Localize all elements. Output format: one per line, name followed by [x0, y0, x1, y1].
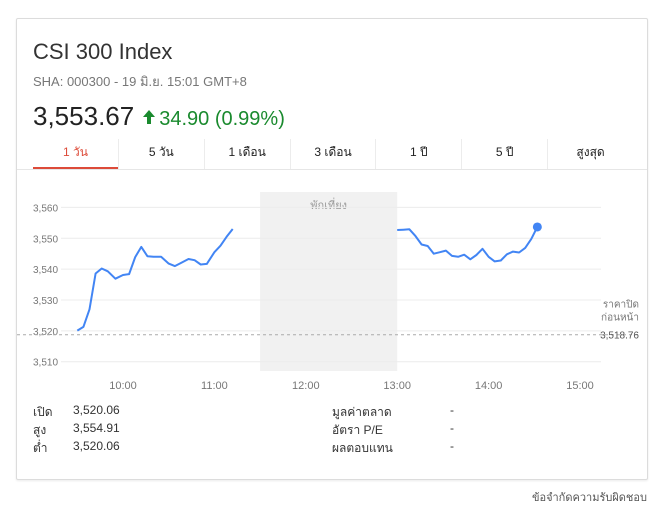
stat-low: ต่ำ 3,520.06 [33, 439, 143, 457]
price-change: 34.90 (0.99%) [142, 108, 285, 131]
y-tick-label: 3,550 [33, 234, 58, 245]
prev-close-label: ราคาปิด [603, 300, 639, 311]
index-title: CSI 300 Index [33, 39, 173, 64]
arrow-up-icon [143, 110, 156, 124]
stock-card: CSI 300 Index SHA: 000300 - 19 มิ.ย. 15:… [16, 18, 648, 480]
stat-high-value: 3,554.91 [73, 421, 120, 435]
y-tick-label: 3,530 [33, 296, 58, 307]
prev-close-label-2: ก่อนหน้า [601, 312, 639, 324]
morning-price-line [76, 228, 234, 332]
stat-pe: อัตรา P/E - [332, 421, 520, 439]
tab-5-day[interactable]: 5 วัน [117, 139, 204, 169]
tab-divider [17, 169, 647, 170]
x-tick-label: 14:00 [475, 380, 503, 392]
stat-mktcap-value: - [450, 403, 454, 417]
stat-high: สูง 3,554.91 [33, 421, 143, 439]
disclaimer-link[interactable]: ข้อจำกัดความรับผิดชอบ [531, 492, 647, 504]
stat-high-label: สูง [33, 423, 47, 437]
tab-1-day[interactable]: 1 วัน [33, 139, 118, 169]
price-change-value: 34.90 (0.99%) [159, 108, 285, 130]
stat-yield-value: - [450, 439, 454, 453]
y-tick-label: 3,520 [33, 327, 58, 338]
x-tick-label: 10:00 [109, 380, 137, 392]
y-tick-label: 3,540 [33, 265, 58, 276]
stat-yield-label: ผลตอบแทน [332, 441, 393, 455]
tab-1-year[interactable]: 1 ปี [375, 139, 461, 169]
tab-1-month[interactable]: 1 เดือน [203, 139, 290, 169]
x-tick-label: 12:00 [292, 380, 320, 392]
stat-pe-value: - [450, 421, 454, 435]
stat-mktcap-label: มูลค่าตลาด [332, 405, 392, 419]
stat-pe-label: อัตรา P/E [332, 423, 383, 437]
tab-5-year[interactable]: 5 ปี [461, 139, 547, 169]
y-tick-label: 3,510 [33, 358, 58, 369]
x-tick-label: 15:00 [566, 380, 594, 392]
range-tabs: 1 วัน 5 วัน 1 เดือน 3 เดือน 1 ปี 5 ปี สู… [33, 139, 633, 169]
tab-max[interactable]: สูงสุด [547, 139, 633, 169]
stat-low-value: 3,520.06 [73, 439, 120, 453]
last-price-dot [532, 222, 542, 232]
price-row: 3,553.67 34.90 (0.99%) [33, 101, 285, 132]
stat-mktcap: มูลค่าตลาด - [332, 403, 520, 421]
stat-open-value: 3,520.06 [73, 403, 120, 417]
stat-yield: ผลตอบแทน - [332, 439, 520, 457]
lunch-break-shade [260, 192, 398, 371]
x-tick-label: 13:00 [383, 380, 411, 392]
stat-open-label: เปิด [33, 405, 53, 419]
stat-open: เปิด 3,520.06 [33, 403, 143, 421]
ticker-subtitle: SHA: 000300 - 19 มิ.ย. 15:01 GMT+8 [33, 74, 247, 89]
y-tick-label: 3,560 [33, 203, 58, 214]
stat-low-label: ต่ำ [33, 441, 48, 455]
tab-3-month[interactable]: 3 เดือน [289, 139, 376, 169]
price-chart[interactable]: พักเที่ยง 3,510 3,520 3,530 3,540 3,550 3,560 1… [17, 170, 647, 402]
x-tick-label: 11:00 [201, 380, 228, 392]
lunch-break-label: พักเที่ยง [310, 197, 347, 212]
afternoon-price-line [397, 226, 539, 263]
current-price: 3,553.67 [33, 101, 135, 131]
prev-close-value: 3,518.76 [600, 331, 639, 342]
